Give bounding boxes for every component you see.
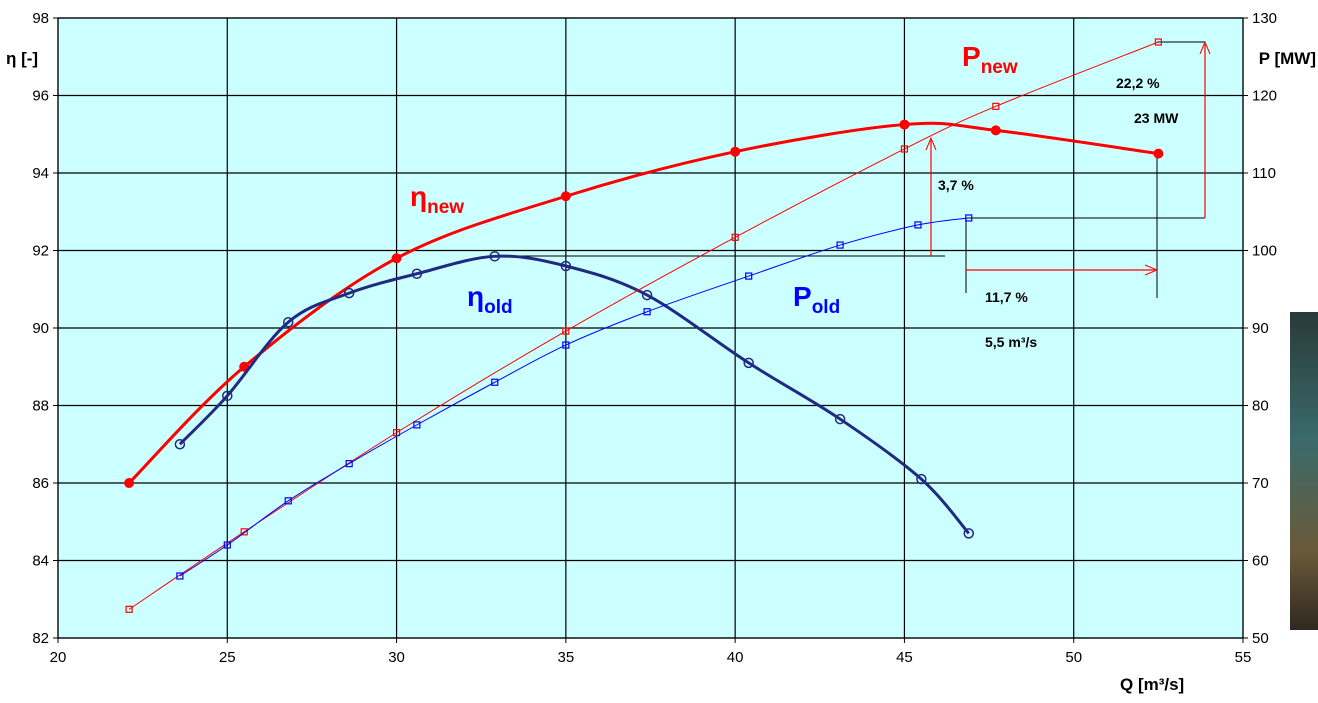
y-tick-label: 84 (32, 553, 49, 570)
series-label-text: η (410, 181, 427, 212)
photo-strip (1290, 312, 1318, 630)
y2-tick-label: 120 (1252, 88, 1277, 105)
x-tick-label: 25 (219, 649, 236, 666)
marker (899, 120, 909, 130)
x-tick-label: 45 (896, 649, 913, 666)
y-axis-label: η [-] (6, 49, 38, 68)
annotation: 23 MW (1134, 110, 1179, 126)
y2-tick-label: 80 (1252, 398, 1269, 415)
y-tick-label: 86 (32, 475, 49, 492)
series-label-text: P (962, 41, 981, 72)
annotation: 5,5 m³/s (985, 334, 1037, 350)
series-label-sub: old (484, 297, 513, 318)
annotation: 3,7 % (938, 177, 974, 193)
chart: η [-] P [MW] Q [m³/s] 202530354045505582… (0, 0, 1318, 698)
series-label-text: P (793, 281, 812, 312)
x-axis-label: Q [m³/s] (1120, 675, 1184, 694)
y2-tick-label: 60 (1252, 553, 1269, 570)
y2-axis-label: P [MW] (1259, 49, 1316, 68)
y-tick-label: 90 (32, 320, 49, 337)
marker (991, 125, 1001, 135)
series-label-sub: new (981, 57, 1018, 78)
plot-area (53, 18, 1248, 643)
y2-tick-label: 50 (1252, 630, 1269, 647)
x-tick-label: 20 (50, 649, 67, 666)
annotation: 11,7 % (985, 289, 1028, 305)
y-tick-label: 98 (32, 10, 49, 27)
marker (561, 191, 571, 201)
y2-tick-label: 130 (1252, 10, 1277, 27)
y2-tick-label: 90 (1252, 320, 1269, 337)
y-tick-label: 88 (32, 398, 49, 415)
x-tick-label: 50 (1065, 649, 1082, 666)
y-tick-label: 94 (32, 165, 49, 182)
series-label-sub: old (812, 297, 841, 318)
marker (124, 478, 134, 488)
x-tick-label: 55 (1235, 649, 1252, 666)
x-tick-label: 30 (388, 649, 405, 666)
y2-tick-label: 110 (1252, 165, 1276, 182)
annotation: 22,2 % (1116, 75, 1160, 91)
series-label-sub: new (427, 197, 464, 218)
page: {"chart_data":{"type":"line", "x_label":… (0, 0, 1318, 698)
x-tick-label: 40 (727, 649, 744, 666)
marker (1153, 149, 1163, 159)
y2-tick-label: 100 (1252, 243, 1277, 260)
marker (392, 253, 402, 263)
marker (730, 147, 740, 157)
x-tick-label: 35 (558, 649, 575, 666)
y-tick-label: 82 (32, 630, 49, 647)
y-tick-label: 92 (32, 243, 49, 260)
y-tick-label: 96 (32, 88, 49, 105)
y2-tick-label: 70 (1252, 475, 1269, 492)
series-label-text: η (467, 281, 484, 312)
